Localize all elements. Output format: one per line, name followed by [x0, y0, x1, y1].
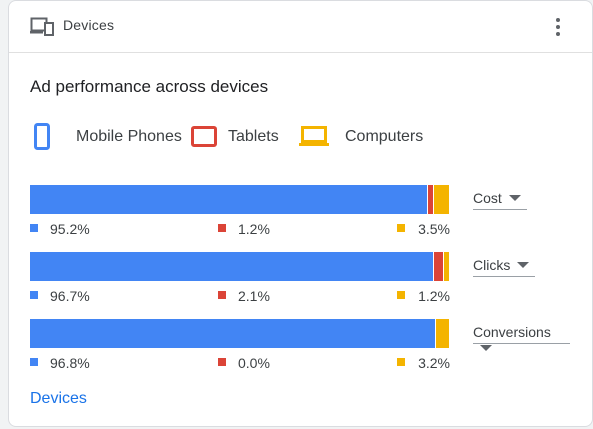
value-label-mobile: 96.8% — [30, 353, 110, 373]
value-text-computer: 3.2% — [418, 355, 450, 371]
tablet-swatch — [218, 358, 226, 366]
bar-value-labels: 96.8% 0.0% 3.2% — [30, 353, 450, 373]
stacked-bar — [30, 319, 449, 348]
value-label-mobile: 96.7% — [30, 286, 110, 306]
value-label-tablet: 0.0% — [218, 353, 298, 373]
value-text-tablet: 0.0% — [238, 355, 270, 371]
caret-down-icon — [508, 195, 521, 201]
card-header: Devices — [9, 1, 592, 53]
tablet-swatch — [218, 291, 226, 299]
more-vert-icon[interactable] — [546, 13, 570, 41]
card-title: Devices — [63, 17, 115, 33]
bar-segment-tablet[interactable] — [433, 252, 443, 281]
legend-label-tablet: Tablets — [228, 128, 279, 145]
bar-segment-mobile[interactable] — [30, 185, 428, 214]
metric-dropdown-clicks[interactable]: Clicks — [473, 252, 536, 277]
stacked-bar — [30, 185, 449, 214]
value-label-mobile: 95.2% — [30, 219, 110, 239]
bar-row-clicks: 96.7% 2.1% 1.2% Clicks — [30, 252, 570, 312]
bar-segment-tablet[interactable] — [427, 185, 434, 214]
computer-swatch — [397, 358, 405, 366]
caret-down-icon — [517, 262, 530, 268]
value-label-tablet: 1.2% — [218, 219, 298, 239]
metric-dropdown-label: Cost — [473, 190, 502, 206]
metric-dropdown-conversions[interactable]: Conversions — [473, 319, 570, 351]
computer-swatch — [397, 291, 405, 299]
bar-row-cost: 95.2% 1.2% 3.5% Cost — [30, 185, 570, 245]
bar-value-labels: 95.2% 1.2% 3.5% — [30, 219, 450, 239]
device-bar-chart: 95.2% 1.2% 3.5% Cost 96.7% 2.1% 1.2% Clicks 96… — [30, 185, 570, 385]
value-text-computer: 1.2% — [418, 288, 450, 304]
mobile-swatch — [30, 358, 38, 366]
value-label-computer: 3.5% — [370, 219, 450, 239]
metric-dropdown-label: Clicks — [473, 257, 511, 273]
devices-card: Devices Ad performance across devices Mo… — [8, 0, 593, 427]
bar-segment-computer[interactable] — [443, 252, 449, 281]
chart-title: Ad performance across devices — [30, 77, 269, 96]
computer-swatch — [397, 224, 405, 232]
metric-dropdown-cost[interactable]: Cost — [473, 185, 527, 210]
caret-down-icon — [480, 345, 492, 351]
bar-row-conversions: 96.8% 0.0% 3.2% Conversions — [30, 319, 570, 379]
stacked-bar — [30, 252, 449, 281]
value-text-mobile: 96.8% — [50, 355, 90, 371]
metric-dropdown-label: Conversions — [473, 324, 551, 340]
mobile-swatch — [30, 224, 38, 232]
value-label-computer: 1.2% — [370, 286, 450, 306]
legend-label-computer: Computers — [345, 128, 424, 145]
tablet-icon — [191, 126, 217, 147]
bar-value-labels: 96.7% 2.1% 1.2% — [30, 286, 450, 306]
mobile-swatch — [30, 291, 38, 299]
mobile-phone-icon — [34, 123, 50, 150]
devices-link[interactable]: Devices — [30, 390, 87, 407]
bar-segment-mobile[interactable] — [30, 319, 435, 348]
value-text-computer: 3.5% — [418, 221, 450, 237]
tablet-swatch — [218, 224, 226, 232]
value-text-tablet: 1.2% — [238, 221, 270, 237]
devices-icon — [30, 17, 54, 36]
value-text-tablet: 2.1% — [238, 288, 270, 304]
value-text-mobile: 95.2% — [50, 221, 90, 237]
bar-segment-computer[interactable] — [433, 185, 449, 214]
bar-segment-computer[interactable] — [434, 319, 449, 348]
computer-icon — [299, 126, 329, 146]
value-label-computer: 3.2% — [370, 353, 450, 373]
value-text-mobile: 96.7% — [50, 288, 90, 304]
value-label-tablet: 2.1% — [218, 286, 298, 306]
bar-segment-mobile[interactable] — [30, 252, 434, 281]
legend-label-mobile: Mobile Phones — [76, 128, 182, 145]
